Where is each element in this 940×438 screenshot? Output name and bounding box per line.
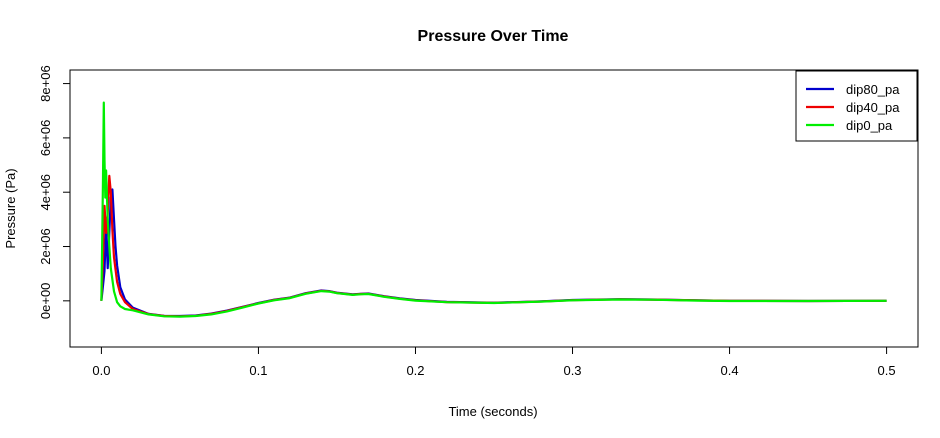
y-tick-label: 0e+00 [38, 283, 53, 320]
x-tick-label: 0.1 [249, 363, 267, 378]
x-tick-label: 0.4 [721, 363, 739, 378]
chart-title: Pressure Over Time [418, 28, 569, 45]
x-tick-label: 0.5 [878, 363, 896, 378]
x-tick-label: 0.2 [406, 363, 424, 378]
legend-label: dip80_pa [846, 82, 900, 97]
x-axis-title: Time (seconds) [448, 404, 537, 419]
legend-label: dip0_pa [846, 118, 893, 133]
series-layer [100, 101, 887, 318]
y-tick-label: 4e+06 [38, 174, 53, 211]
legend-label: dip40_pa [846, 100, 900, 115]
y-tick-label: 6e+06 [38, 120, 53, 157]
y-axis: 0e+00 2e+06 4e+06 6e+06 8e+06 [38, 65, 71, 320]
series-line-dip0_pa [100, 101, 887, 318]
x-tick-label: 0.0 [92, 363, 110, 378]
x-axis: 0.0 0.1 0.2 0.3 0.4 0.5 [92, 346, 896, 378]
legend: dip80_pa dip40_pa dip0_pa [795, 70, 918, 142]
series-line-dip40_pa [100, 174, 887, 318]
y-tick-label: 8e+06 [38, 65, 53, 102]
y-axis-title: Pressure (Pa) [3, 168, 18, 248]
y-tick-label: 2e+06 [38, 228, 53, 265]
plot-frame [69, 69, 919, 348]
series-line-dip80_pa [100, 188, 887, 318]
x-tick-label: 0.3 [563, 363, 581, 378]
